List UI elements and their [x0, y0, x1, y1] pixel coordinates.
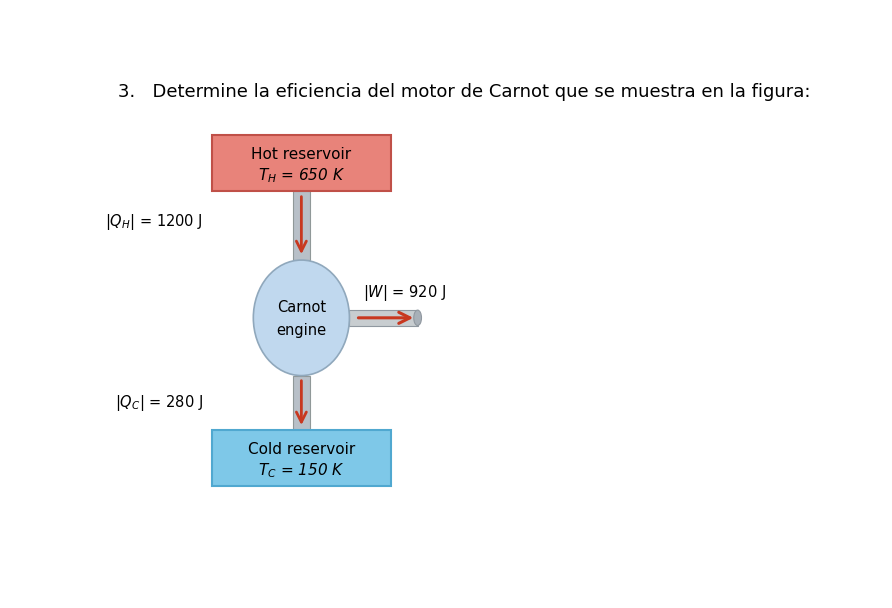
FancyBboxPatch shape — [212, 430, 391, 486]
Text: $|Q_H|$ = 1200 J: $|Q_H|$ = 1200 J — [105, 212, 203, 232]
Ellipse shape — [414, 310, 422, 325]
Ellipse shape — [264, 273, 337, 361]
FancyBboxPatch shape — [212, 136, 391, 191]
Ellipse shape — [259, 266, 343, 368]
Ellipse shape — [266, 275, 334, 358]
Text: $|Q_C|$ = 280 J: $|Q_C|$ = 280 J — [115, 393, 203, 413]
Ellipse shape — [253, 260, 350, 376]
Bar — [293, 376, 310, 430]
Text: $T_H$ = 650 K: $T_H$ = 650 K — [258, 166, 345, 185]
Ellipse shape — [255, 262, 347, 373]
Text: $T_C$ = 150 K: $T_C$ = 150 K — [258, 461, 344, 480]
Ellipse shape — [257, 264, 345, 371]
Bar — [293, 191, 310, 260]
Text: Carnot: Carnot — [277, 300, 326, 314]
Text: Hot reservoir: Hot reservoir — [252, 147, 351, 162]
Ellipse shape — [253, 260, 350, 376]
Ellipse shape — [262, 271, 339, 363]
Text: $|W|$ = 920 J: $|W|$ = 920 J — [363, 283, 447, 303]
Bar — [350, 310, 417, 325]
Text: Cold reservoir: Cold reservoir — [248, 442, 355, 457]
Text: engine: engine — [277, 323, 326, 337]
Text: 3.   Determine la eficiencia del motor de Carnot que se muestra en la figura:: 3. Determine la eficiencia del motor de … — [118, 83, 810, 101]
Ellipse shape — [260, 269, 341, 366]
